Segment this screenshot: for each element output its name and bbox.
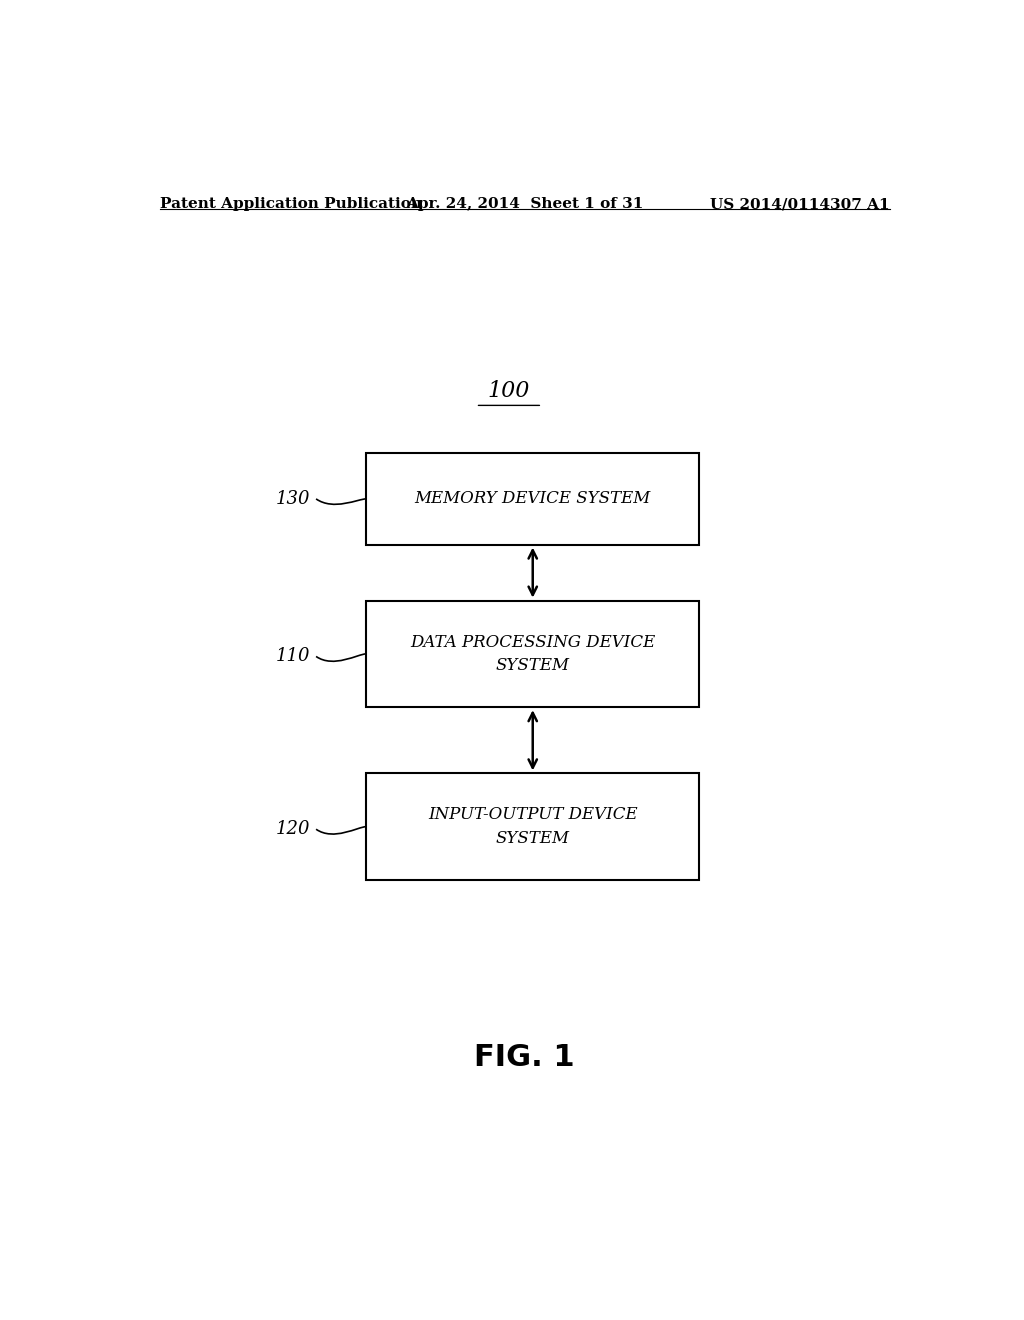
Text: MEMORY DEVICE SYSTEM: MEMORY DEVICE SYSTEM bbox=[415, 491, 651, 507]
FancyBboxPatch shape bbox=[367, 774, 699, 880]
Text: Apr. 24, 2014  Sheet 1 of 31: Apr. 24, 2014 Sheet 1 of 31 bbox=[407, 197, 643, 211]
Text: 120: 120 bbox=[276, 820, 310, 838]
Text: 110: 110 bbox=[276, 647, 310, 665]
Text: FIG. 1: FIG. 1 bbox=[474, 1043, 575, 1072]
FancyBboxPatch shape bbox=[367, 601, 699, 708]
Text: INPUT-OUTPUT DEVICE
SYSTEM: INPUT-OUTPUT DEVICE SYSTEM bbox=[428, 807, 638, 847]
Text: Patent Application Publication: Patent Application Publication bbox=[160, 197, 422, 211]
Text: 100: 100 bbox=[487, 380, 530, 403]
Text: US 2014/0114307 A1: US 2014/0114307 A1 bbox=[711, 197, 890, 211]
FancyBboxPatch shape bbox=[367, 453, 699, 545]
Text: 130: 130 bbox=[276, 490, 310, 508]
Text: DATA PROCESSING DEVICE
SYSTEM: DATA PROCESSING DEVICE SYSTEM bbox=[410, 634, 655, 675]
